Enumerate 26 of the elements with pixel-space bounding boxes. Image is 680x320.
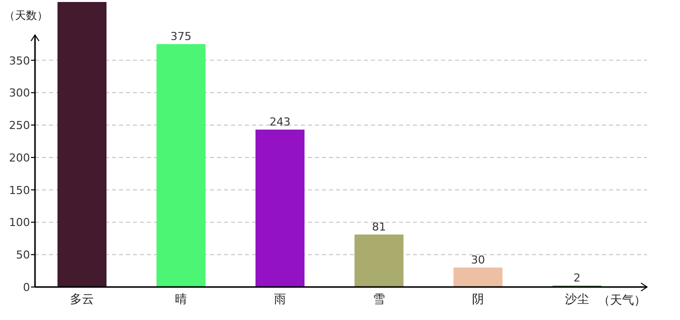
bar (156, 44, 206, 287)
y-tick-label: 300 (9, 86, 30, 100)
y-tick-label: 200 (9, 151, 30, 164)
y-tick-label: 150 (9, 184, 30, 197)
y-tick-label: 250 (9, 119, 30, 132)
bar (454, 268, 502, 287)
x-tick-label: 阴 (472, 292, 484, 306)
x-tick-label: 多云 (70, 292, 94, 306)
y-tick-label: 350 (9, 54, 30, 68)
x-tick-label: 雪 (373, 292, 385, 306)
x-tick-label: 沙尘 (565, 292, 589, 306)
y-tick-label: 100 (9, 216, 30, 230)
y-tick-label: 50 (16, 248, 30, 262)
x-tick-label: 晴 (175, 292, 187, 306)
y-axis-title: （天数） (4, 9, 48, 22)
data-label: 81 (372, 220, 386, 234)
data-label: 243 (270, 116, 290, 129)
x-tick-label: 雨 (274, 292, 286, 306)
bar (256, 130, 304, 287)
x-axis-title: （天气） (598, 293, 646, 307)
bar (354, 234, 404, 287)
bar (58, 2, 106, 287)
data-label: 30 (471, 254, 485, 267)
data-label: 375 (170, 30, 192, 44)
data-label: 2 (574, 272, 580, 285)
y-tick-label: 0 (23, 281, 30, 294)
